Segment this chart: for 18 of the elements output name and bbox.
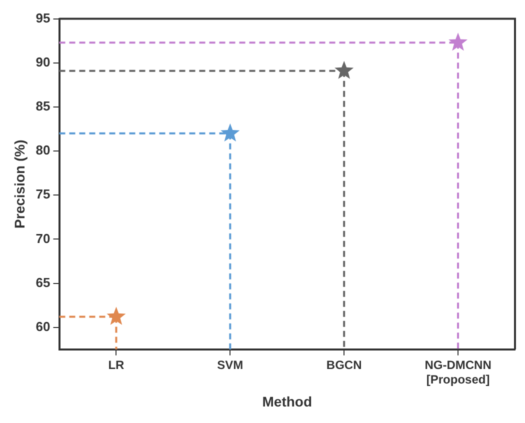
y-tick-label: 85	[36, 98, 50, 114]
y-tick-label: 60	[36, 318, 50, 334]
y-axis-title: Precision (%)	[11, 140, 28, 228]
y-tick-label: 70	[36, 230, 50, 246]
point	[334, 60, 354, 79]
point	[106, 306, 126, 325]
x-tick-label: SVM	[217, 358, 244, 372]
y-tick-label: 75	[36, 186, 50, 202]
x-tick-label: LR	[108, 358, 125, 372]
y-tick-label: 95	[36, 10, 50, 26]
y-tick-label: 65	[36, 274, 50, 290]
y-tick-label: 90	[36, 54, 50, 70]
point	[448, 32, 468, 51]
x-tick-label: BGCN	[326, 358, 362, 372]
x-tick-label: NG-DMCNN [Proposed]	[424, 358, 492, 386]
x-axis-title: Method	[262, 393, 312, 410]
point	[220, 123, 240, 142]
y-tick-label: 80	[36, 142, 50, 158]
